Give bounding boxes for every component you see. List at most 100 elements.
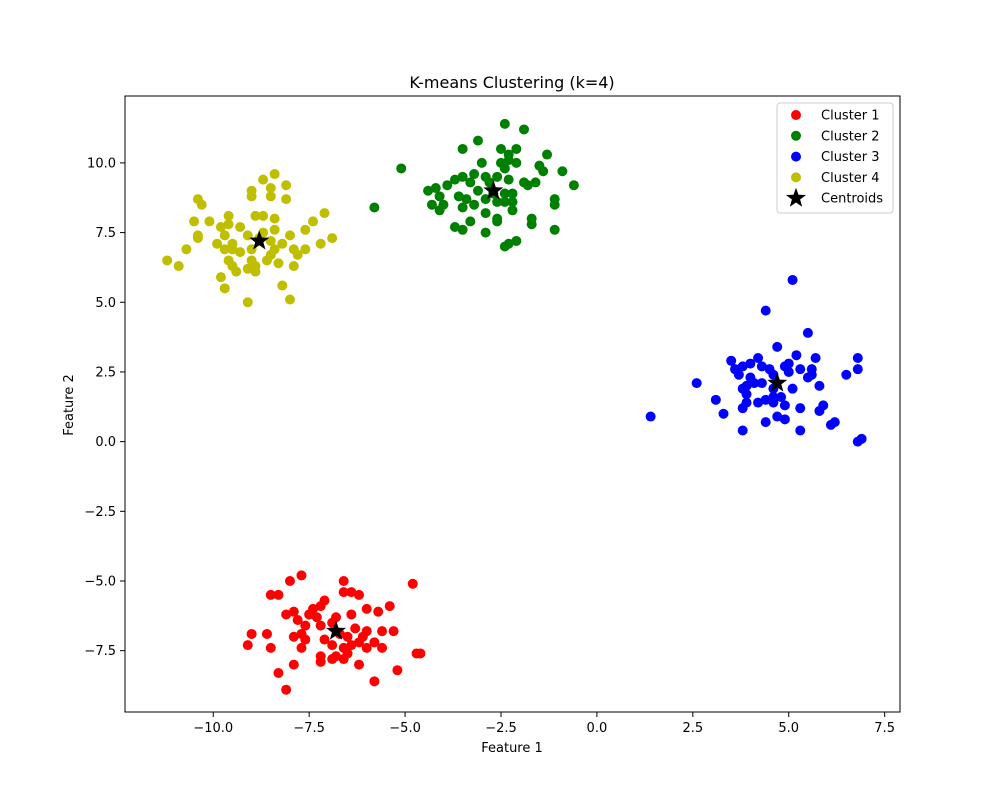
data-point — [204, 216, 215, 227]
data-point — [288, 659, 299, 670]
data-point — [246, 191, 257, 202]
centroid-marker — [483, 180, 504, 200]
data-point — [265, 642, 276, 653]
data-point — [426, 199, 437, 210]
data-point — [242, 297, 253, 308]
data-point — [472, 135, 483, 146]
centroid-marker — [326, 620, 346, 640]
data-point — [354, 659, 365, 670]
data-point — [162, 255, 173, 266]
data-point — [265, 191, 276, 202]
data-point — [346, 587, 357, 598]
data-point — [319, 634, 330, 645]
data-point — [499, 196, 510, 207]
data-point — [250, 266, 261, 277]
data-point — [277, 238, 288, 249]
axes-frame — [124, 95, 901, 713]
data-point — [795, 403, 806, 414]
data-point — [841, 369, 852, 380]
legend-marker — [791, 130, 801, 141]
data-point — [242, 640, 253, 651]
data-point — [269, 169, 280, 180]
data-point — [269, 224, 280, 235]
data-point — [457, 171, 468, 182]
data-point — [461, 194, 472, 205]
data-point — [492, 171, 503, 182]
data-point — [407, 578, 418, 589]
data-point — [503, 155, 514, 166]
data-point — [392, 665, 403, 676]
data-point — [645, 411, 656, 422]
x-tick-label: −7.5 — [293, 721, 325, 736]
data-point — [281, 180, 292, 191]
x-tick-label: 2.5 — [682, 721, 703, 736]
data-point — [315, 238, 326, 249]
legend-marker — [791, 151, 801, 162]
data-point — [315, 620, 326, 631]
data-point — [726, 355, 737, 366]
data-point — [499, 118, 510, 129]
data-point — [292, 615, 303, 626]
data-point — [511, 157, 522, 168]
legend-entry: Centroids — [786, 187, 883, 207]
legend-entry: Cluster 3 — [791, 150, 880, 165]
legend-marker — [786, 187, 806, 207]
data-point — [449, 174, 460, 185]
data-point — [300, 244, 311, 255]
data-point — [300, 634, 311, 645]
data-point — [361, 603, 372, 614]
data-point — [787, 274, 798, 285]
data-point — [235, 247, 246, 258]
x-tick-label: 5.0 — [778, 721, 799, 736]
data-point — [787, 383, 798, 394]
legend-label: Cluster 3 — [821, 150, 880, 165]
data-point — [469, 169, 480, 180]
data-point — [189, 216, 200, 227]
chart-title: K-means Clustering (k=4) — [409, 73, 614, 92]
y-tick-label: −5.0 — [84, 574, 116, 589]
data-point — [760, 305, 771, 316]
x-tick-label: 0.0 — [587, 721, 608, 736]
data-point — [212, 238, 223, 249]
data-point — [396, 163, 407, 174]
data-point — [691, 378, 702, 389]
data-point — [741, 389, 752, 400]
x-tick-label: 7.5 — [874, 721, 895, 736]
data-point — [311, 612, 322, 623]
y-tick-label: 0.0 — [95, 435, 116, 450]
data-point — [284, 230, 295, 241]
data-point — [215, 222, 226, 232]
legend-entry: Cluster 4 — [791, 171, 880, 186]
data-point — [453, 191, 464, 202]
data-point — [519, 124, 530, 135]
data-point — [430, 182, 441, 193]
data-point — [369, 637, 380, 648]
data-point — [338, 587, 349, 598]
data-point — [480, 227, 491, 238]
data-point — [772, 341, 783, 352]
data-point — [825, 419, 836, 430]
y-tick-label: 2.5 — [95, 365, 116, 380]
data-point — [219, 230, 230, 241]
data-point — [710, 394, 721, 405]
data-point — [219, 244, 230, 255]
legend-label: Cluster 4 — [821, 171, 880, 186]
data-point — [507, 196, 518, 207]
data-point — [449, 222, 460, 232]
data-point — [369, 676, 380, 687]
data-point — [791, 350, 802, 361]
series-cluster-3 — [645, 274, 867, 447]
data-point — [308, 216, 318, 227]
y-tick-label: 7.5 — [95, 226, 116, 241]
series-cluster-2 — [369, 118, 579, 252]
data-point — [246, 628, 257, 639]
data-point — [795, 364, 806, 375]
x-tick-label: −2.5 — [485, 721, 517, 736]
data-point — [304, 609, 315, 620]
data-point — [292, 249, 303, 260]
data-point — [261, 628, 272, 639]
data-point — [469, 199, 480, 210]
data-point — [296, 642, 307, 653]
data-point — [369, 202, 380, 213]
